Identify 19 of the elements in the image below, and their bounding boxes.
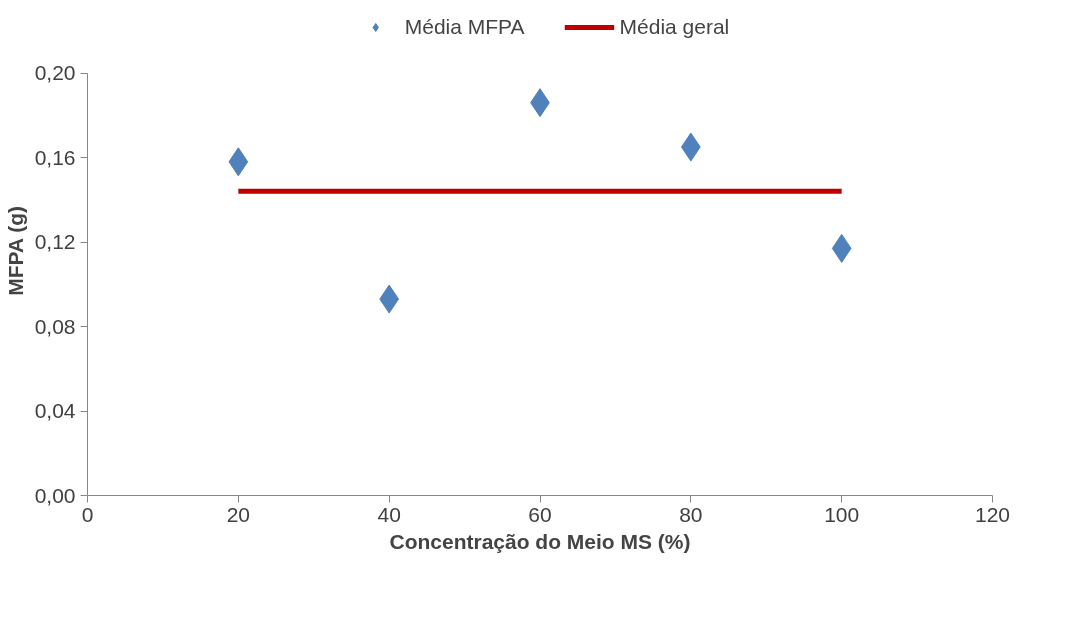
legend-label: Média geral: [619, 15, 730, 39]
x-tick-label: 40: [377, 502, 401, 526]
y-tick-label: 0,16: [34, 145, 76, 169]
x-tick-label: 120: [974, 502, 1011, 526]
x-axis-title: Concentração do Meio MS (%): [389, 529, 691, 553]
y-axis-title: MFPA (g): [3, 205, 27, 296]
y-tick-label: 0,00: [34, 483, 76, 507]
y-tick-label: 0,12: [34, 230, 76, 254]
x-tick-label: 0: [81, 502, 94, 526]
y-tick-label: 0,04: [34, 399, 76, 423]
point: [831, 233, 852, 263]
x-tick-label: 100: [824, 502, 860, 526]
x-tick-label: 60: [528, 502, 552, 526]
y-tick-label: 0,20: [34, 61, 76, 85]
x-tick-label: 20: [226, 502, 251, 526]
legend-label: Média MFPA: [404, 15, 525, 39]
point: [228, 147, 249, 177]
x-tick-label: 80: [679, 502, 703, 526]
y-tick-label: 0,08: [34, 314, 76, 338]
